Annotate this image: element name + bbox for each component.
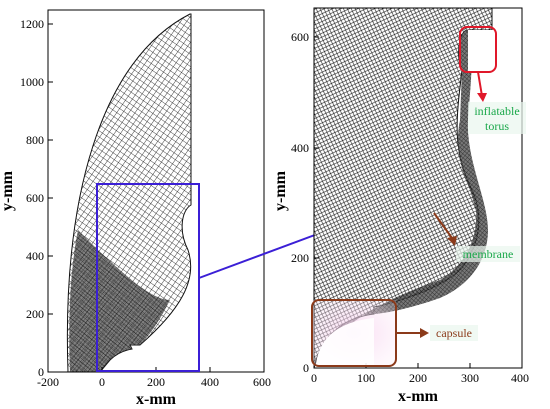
right-x-tick: 300	[461, 371, 479, 385]
capsule-label-bg	[430, 325, 478, 341]
torus-label-bg	[468, 102, 526, 134]
left-y-tick: 1200	[20, 17, 44, 31]
membrane-arrow	[433, 212, 453, 239]
left-x-axis-label: x-mm	[136, 391, 177, 408]
membrane-label-bg	[456, 246, 520, 262]
right-y-axis: 0 200 400 600	[291, 30, 319, 375]
left-plot: 0 200 400 600 800 1000 1200 -200 0 200 4…	[0, 9, 271, 408]
membrane-arrow-head	[447, 236, 457, 246]
torus-cutout	[468, 30, 494, 72]
right-y-tick: 400	[291, 141, 309, 155]
right-y-tick: 200	[291, 251, 309, 265]
left-y-axis-label: y-mm	[0, 170, 16, 211]
right-x-axis-label: x-mm	[398, 388, 439, 405]
capsule-label: capsule	[436, 326, 472, 340]
left-x-axis: -200 0 200 400 600	[37, 367, 271, 389]
left-x-tick: 0	[99, 375, 105, 389]
left-y-tick: 600	[26, 191, 44, 205]
torus-arrow	[477, 71, 483, 97]
left-x-tick: 200	[147, 375, 165, 389]
right-plot: 0 200 400 600 0 100 200 300 400 x-mm y-m…	[272, 7, 529, 405]
left-y-tick: 1000	[20, 75, 44, 89]
right-x-axis: 0 100 200 300 400	[311, 363, 529, 385]
right-y-tick: 600	[291, 30, 309, 44]
torus-label-line1: inflatable	[474, 104, 519, 118]
right-y-axis-label: y-mm	[272, 170, 289, 211]
left-x-tick: 400	[201, 375, 219, 389]
left-y-tick: 800	[26, 133, 44, 147]
capsule-cutout-over	[316, 318, 374, 366]
left-y-tick: 200	[26, 307, 44, 321]
right-x-tick: 400	[511, 371, 529, 385]
right-x-tick: 200	[409, 371, 427, 385]
left-x-tick: 600	[253, 375, 271, 389]
right-y-tick: 0	[303, 361, 309, 375]
torus-arrow-head	[477, 93, 487, 102]
right-x-tick: 100	[357, 371, 375, 385]
right-mesh-dense-band	[314, 30, 488, 368]
right-x-tick: 0	[311, 371, 317, 385]
capsule-arrow-head	[420, 328, 429, 338]
left-y-axis: 0 200 400 600 800 1000 1200	[20, 17, 53, 379]
membrane-label: membrane	[463, 247, 514, 261]
left-y-tick: 400	[26, 249, 44, 263]
left-x-tick: -200	[37, 375, 59, 389]
left-mesh-dense	[69, 230, 170, 372]
torus-label-line2: torus	[485, 119, 509, 133]
left-y-tick: 0	[38, 365, 44, 379]
